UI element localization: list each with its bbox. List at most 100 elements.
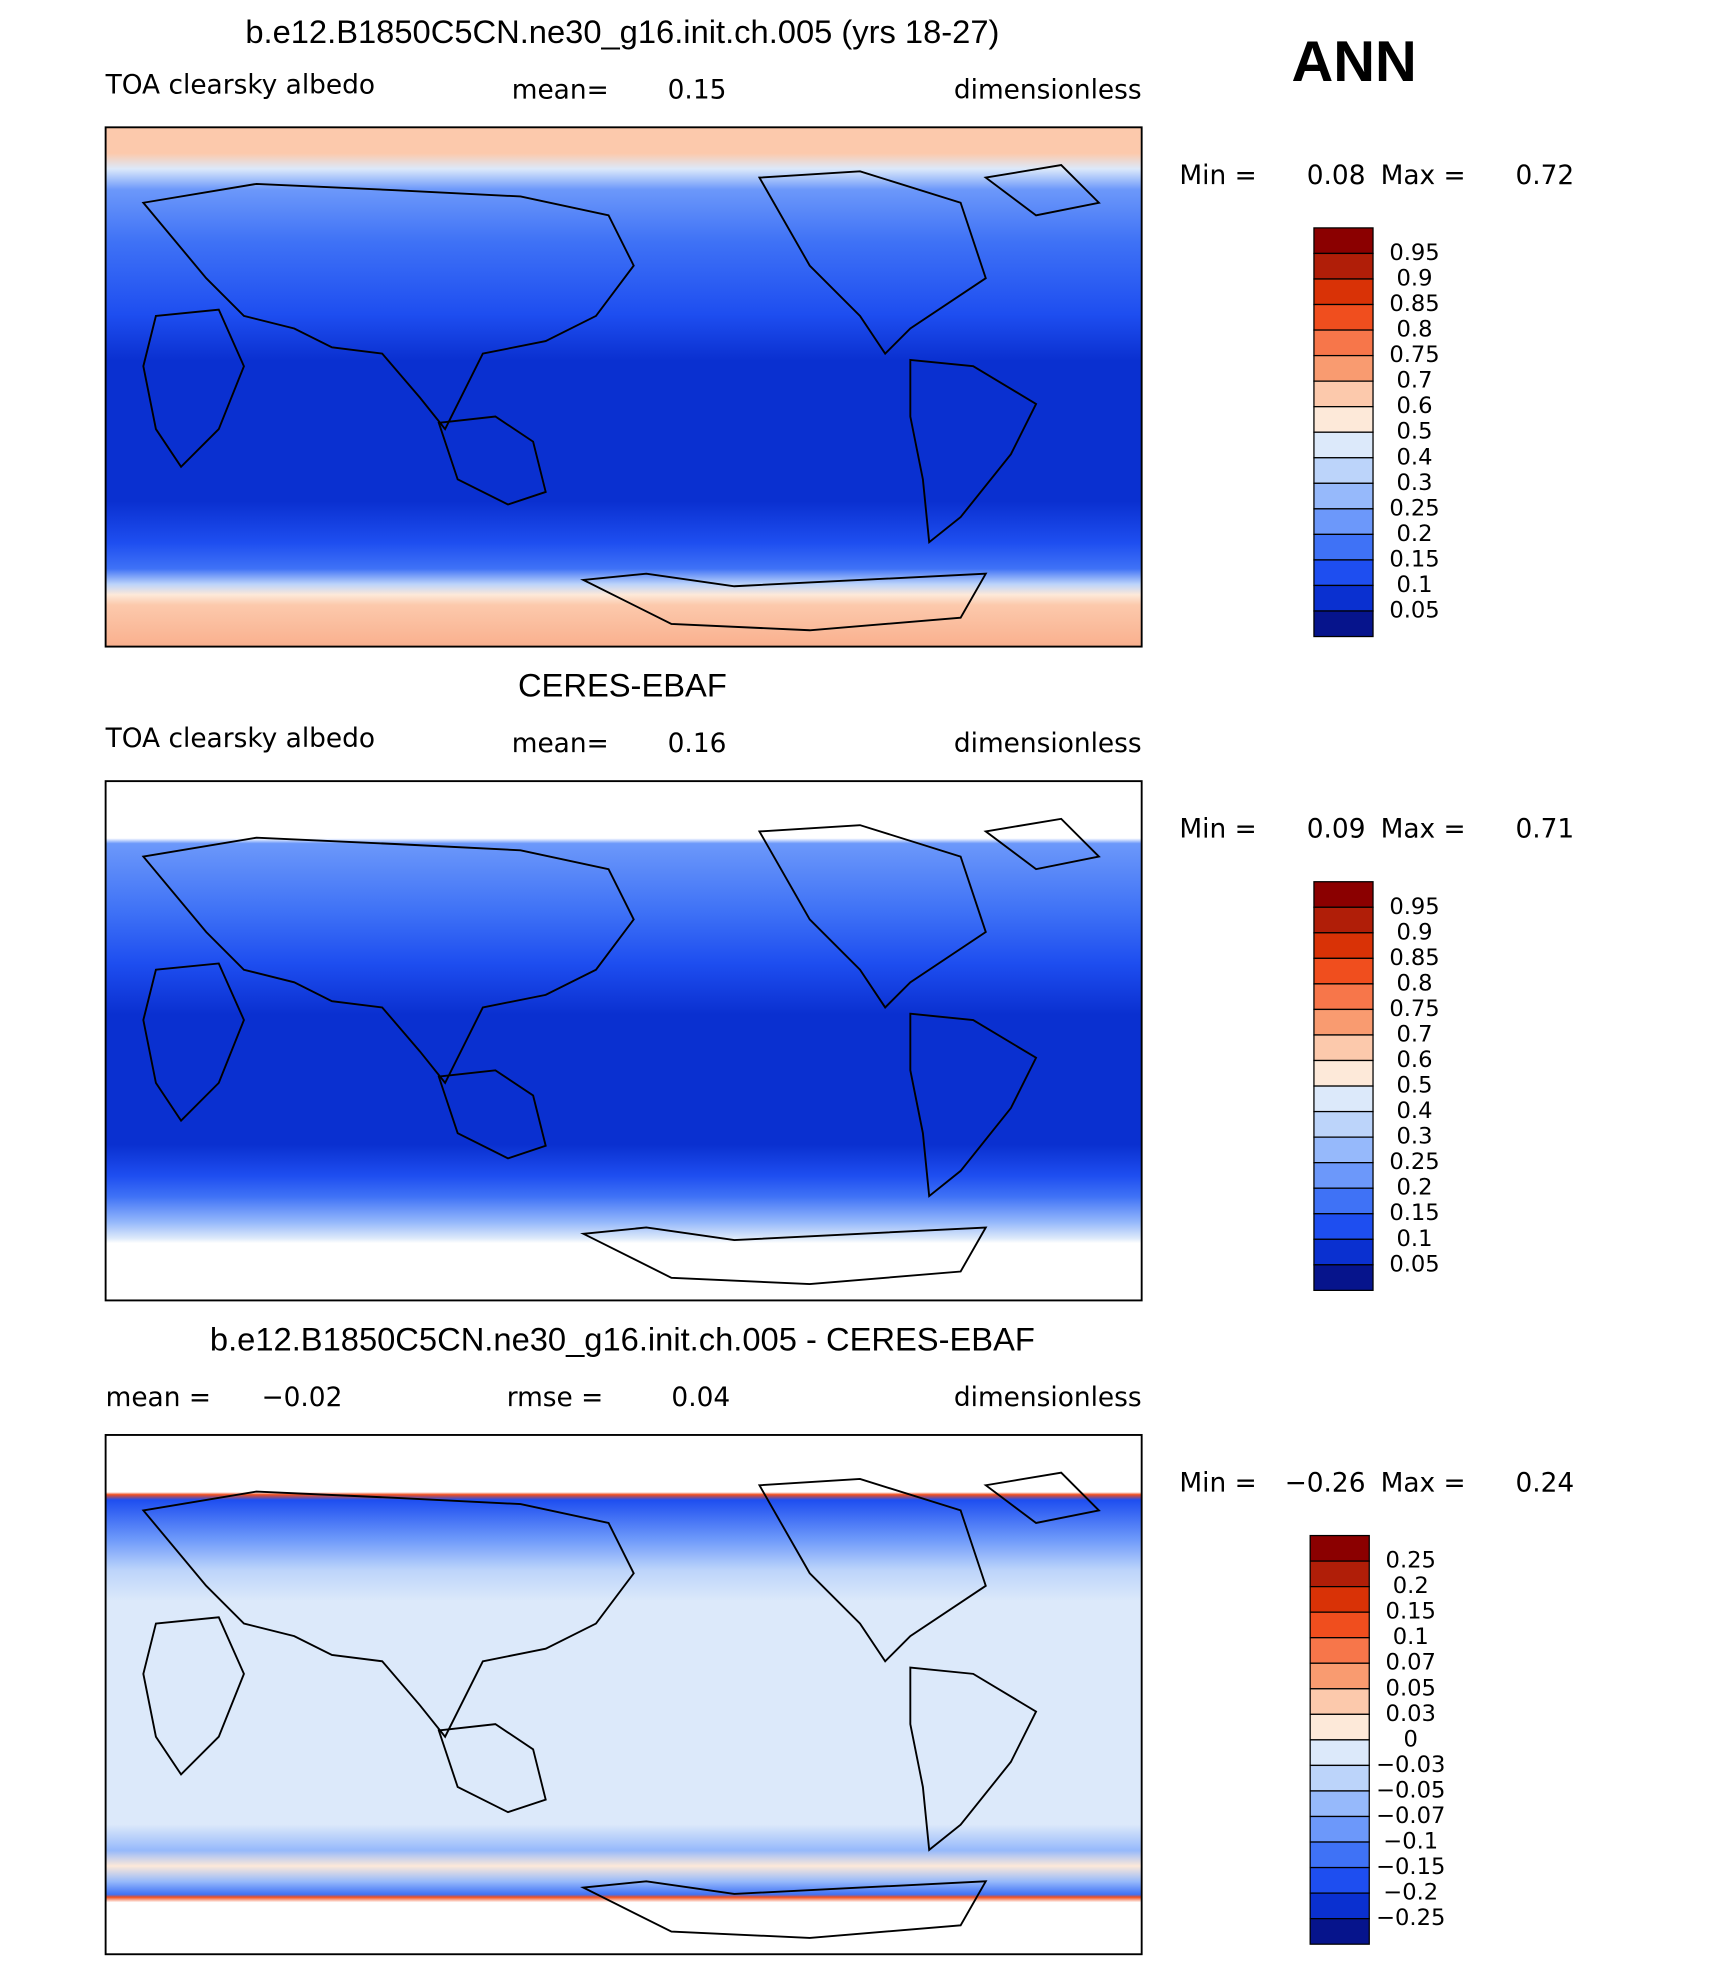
colorbar-box: [1313, 431, 1374, 459]
colorbar-box: [1309, 1713, 1370, 1741]
colorbar-box: [1309, 1688, 1370, 1715]
colorbar-box: [1313, 1034, 1374, 1062]
stat-value: −0.02: [262, 1382, 343, 1413]
colorbar-box: [1313, 482, 1374, 510]
max-value: 0.72: [1515, 160, 1574, 191]
min-label: Min =: [1179, 1467, 1256, 1498]
colorbar-label: −0.07: [1376, 1803, 1445, 1829]
colorbar-box: [1309, 1560, 1370, 1588]
stat-value: 0.04: [671, 1382, 730, 1413]
colorbar-box: [1313, 406, 1374, 433]
colorbar-label: 0.25: [1389, 495, 1439, 521]
field-label: TOA clearsky albedo: [105, 723, 375, 754]
colorbar-box: [1313, 1059, 1374, 1087]
colorbar-label: 0.1: [1397, 572, 1433, 598]
colorbar-label: −0.2: [1383, 1880, 1438, 1906]
colorbar-box: [1313, 1213, 1374, 1240]
colorbar-label: 0.15: [1386, 1599, 1436, 1625]
panel-title: b.e12.B1850C5CN.ne30_g16.init.ch.005 - C…: [210, 1321, 1035, 1358]
colorbar-label: 0.2: [1397, 521, 1433, 547]
colorbar-box: [1309, 1662, 1370, 1690]
min-label: Min =: [1179, 160, 1256, 191]
colorbar-box: [1313, 1238, 1374, 1266]
colorbar-label: 0.25: [1386, 1548, 1436, 1574]
colorbar-box: [1309, 1585, 1370, 1613]
colorbar-label: 0.5: [1397, 419, 1433, 445]
colorbar-label: 0.6: [1397, 393, 1433, 419]
colorbar-label: 0.6: [1397, 1047, 1433, 1073]
colorbar-box: [1313, 380, 1374, 408]
colorbar-box: [1313, 1008, 1374, 1036]
colorbar-box: [1313, 303, 1374, 331]
colorbar-label: −0.1: [1383, 1829, 1438, 1855]
colorbar-label: 0.7: [1397, 368, 1433, 394]
colorbar-label: 0.4: [1397, 1098, 1433, 1124]
units-label: dimensionless: [954, 1382, 1142, 1413]
colorbar-label: −0.05: [1376, 1777, 1445, 1803]
max-label: Max =: [1381, 160, 1466, 191]
colorbar-label: 0.1: [1397, 1226, 1433, 1252]
colorbar-label: 0.95: [1389, 240, 1439, 266]
colorbar-box: [1313, 881, 1374, 908]
stat-label: rmse =: [507, 1382, 604, 1413]
colorbar-box: [1313, 932, 1374, 959]
max-value: 0.24: [1515, 1467, 1574, 1498]
colorbar-label: 0.75: [1389, 996, 1439, 1022]
colorbar-box: [1313, 252, 1374, 280]
max-label: Max =: [1381, 1467, 1466, 1498]
colorbar-box: [1309, 1611, 1370, 1639]
colorbar-box: [1313, 1187, 1374, 1215]
colorbar-box: [1309, 1637, 1370, 1664]
colorbar-label: 0.05: [1386, 1675, 1436, 1701]
colorbar-label: 0.85: [1389, 291, 1439, 317]
colorbar-box: [1313, 610, 1374, 638]
colorbar-box: [1313, 1264, 1374, 1291]
colorbar-box: [1309, 1841, 1370, 1869]
colorbar-box: [1309, 1534, 1370, 1562]
panel-title: b.e12.B1850C5CN.ne30_g16.init.ch.005 (yr…: [245, 13, 999, 50]
colorbar-label: 0.85: [1389, 945, 1439, 971]
stat-label: mean =: [106, 1382, 211, 1413]
stat-label: mean=: [512, 728, 609, 759]
colorbar-box: [1309, 1790, 1370, 1818]
colorbar-label: 0.1: [1393, 1624, 1429, 1650]
max-label: Max =: [1381, 814, 1466, 845]
colorbar-box: [1313, 508, 1374, 536]
colorbar-box: [1309, 1764, 1370, 1792]
colorbar-box: [1309, 1739, 1370, 1767]
colorbar-box: [1313, 983, 1374, 1011]
colorbar-box: [1313, 957, 1374, 985]
stat-label: mean=: [512, 74, 609, 105]
colorbar-label: 0.9: [1397, 265, 1433, 291]
units-label: dimensionless: [954, 728, 1142, 759]
colorbar-box: [1309, 1866, 1370, 1894]
colorbar-box: [1309, 1918, 1370, 1945]
colorbar-label: 0: [1404, 1726, 1418, 1752]
colorbar-label: 0.2: [1397, 1175, 1433, 1201]
colorbar-box: [1313, 1110, 1374, 1138]
colorbar-box: [1313, 278, 1374, 306]
colorbar-label: 0.15: [1389, 1200, 1439, 1226]
colorbar-box: [1313, 354, 1374, 382]
colorbar-label: −0.03: [1376, 1752, 1445, 1778]
colorbar-label: 0.3: [1397, 470, 1433, 496]
colorbar-box: [1309, 1892, 1370, 1920]
colorbar-label: 0.8: [1397, 970, 1433, 996]
colorbar-box: [1313, 584, 1374, 612]
stat-value: 0.15: [668, 74, 727, 105]
colorbar-box: [1313, 1136, 1374, 1164]
colorbar-label: 0.07: [1386, 1650, 1436, 1676]
colorbar-label: 0.8: [1397, 317, 1433, 343]
min-label: Min =: [1179, 814, 1256, 845]
colorbar-label: 0.05: [1389, 1251, 1439, 1277]
colorbar-box: [1309, 1815, 1370, 1843]
colorbar-label: 0.05: [1389, 598, 1439, 624]
colorbar-label: 0.95: [1389, 894, 1439, 920]
colorbar-label: 0.75: [1389, 342, 1439, 368]
colorbar-label: 0.9: [1397, 919, 1433, 945]
colorbar-label: 0.7: [1397, 1021, 1433, 1047]
min-value: 0.08: [1307, 160, 1366, 191]
colorbar-label: −0.25: [1376, 1905, 1445, 1931]
field-label: TOA clearsky albedo: [105, 69, 375, 100]
